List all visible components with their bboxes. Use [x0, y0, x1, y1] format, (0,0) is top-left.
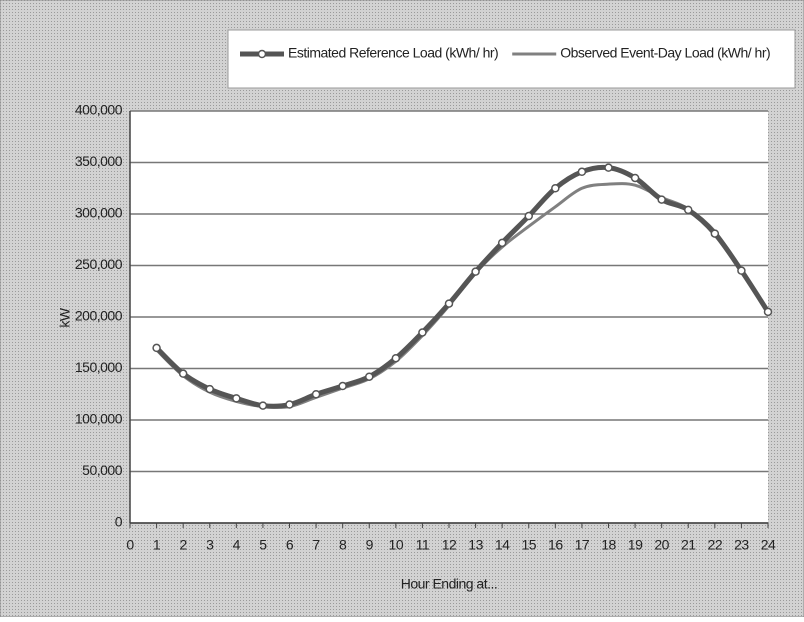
point-marker [497, 238, 507, 248]
y-tick-label: 50,000 [82, 462, 123, 478]
x-axis-label: Hour Ending at... [401, 576, 498, 592]
y-tick-label: 400,000 [75, 102, 123, 118]
point-marker [657, 195, 666, 204]
legend-box [227, 29, 796, 89]
point-marker [737, 266, 746, 275]
x-tick-label: 18 [601, 537, 616, 553]
point-marker [444, 299, 454, 308]
x-tick-label: 6 [286, 537, 294, 553]
point-marker [604, 163, 613, 172]
point-marker [311, 390, 321, 399]
x-tick-label: 0 [126, 537, 134, 553]
x-tick-label: 22 [708, 537, 723, 553]
point-marker [551, 184, 560, 193]
x-tick-label: 19 [628, 537, 643, 553]
x-tick-label: 13 [468, 537, 483, 553]
y-tick-label: 350,000 [75, 153, 123, 169]
point-marker [577, 167, 587, 177]
x-tick-label: 20 [654, 537, 669, 553]
y-tick-label: 300,000 [75, 205, 123, 221]
legend-label: Estimated Reference Load (kWh/ hr) [288, 45, 498, 61]
point-marker [205, 384, 214, 394]
x-tick-label: 8 [339, 537, 347, 553]
x-tick-label: 4 [233, 537, 241, 553]
point-marker [258, 401, 268, 410]
point-marker [285, 400, 294, 409]
x-tick-label: 21 [681, 537, 696, 553]
x-tick-label: 11 [416, 537, 430, 553]
x-tick-label: 15 [521, 537, 536, 553]
point-marker [524, 211, 533, 221]
x-tick-label: 10 [389, 537, 404, 553]
point-marker [763, 307, 773, 317]
point-marker [338, 381, 347, 391]
x-tick-label: 9 [366, 537, 374, 553]
legend-label: Observed Event-Day Load (kWh/ hr) [560, 45, 770, 61]
y-tick-label: 150,000 [75, 359, 123, 375]
x-tick-label: 14 [495, 537, 510, 553]
point-marker [391, 353, 401, 363]
point-marker [630, 173, 640, 183]
y-tick-label: 200,000 [75, 308, 123, 324]
point-marker [471, 267, 480, 276]
x-tick-label: 3 [206, 537, 214, 553]
point-marker [684, 205, 693, 215]
point-marker [418, 328, 427, 337]
y-tick-label: 100,000 [75, 411, 123, 427]
y-tick-label: 0 [115, 514, 123, 530]
x-tick-label: 5 [259, 537, 267, 553]
x-tick-label: 12 [442, 537, 457, 553]
x-tick-label: 2 [180, 537, 188, 553]
point-marker [365, 372, 374, 381]
y-axis-label: kW [57, 307, 73, 328]
x-tick-label: 1 [153, 537, 161, 553]
x-tick-label: 17 [575, 537, 590, 553]
legend-marker [257, 49, 267, 59]
point-marker [232, 394, 241, 403]
x-tick-label: 23 [734, 537, 749, 553]
y-tick-label: 250,000 [75, 256, 123, 272]
x-tick-label: 7 [312, 537, 320, 553]
x-tick-label: 24 [761, 537, 776, 553]
point-marker [178, 369, 188, 378]
point-marker [710, 229, 720, 238]
x-tick-label: 16 [548, 537, 563, 553]
point-marker [152, 343, 161, 353]
